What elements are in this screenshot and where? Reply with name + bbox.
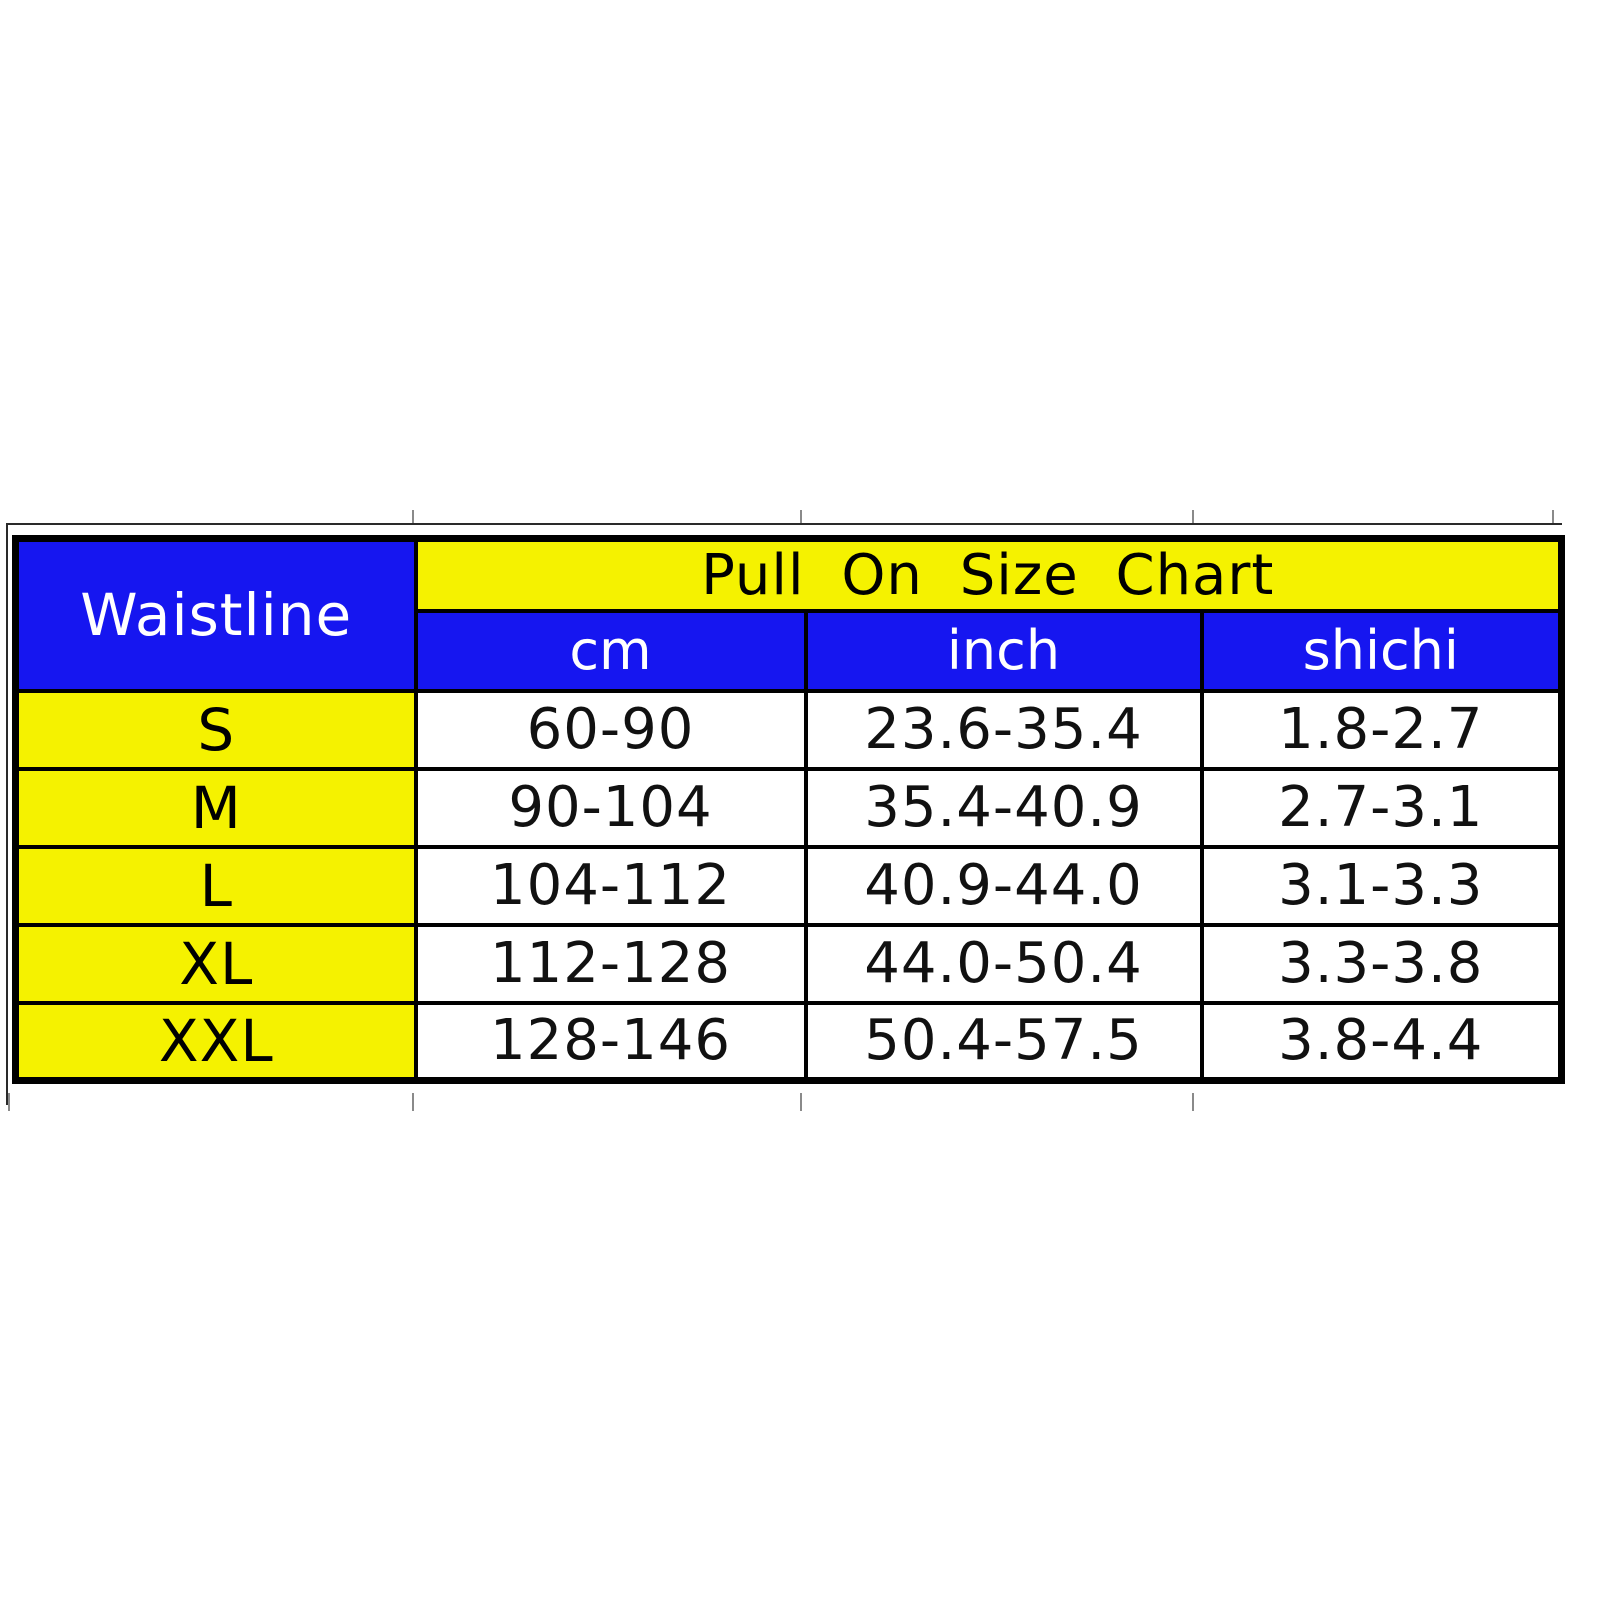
gridline-tick <box>1552 510 1554 523</box>
waistline-header: Waistline <box>13 536 418 693</box>
inch-value: 50.4-57.5 <box>803 1000 1204 1083</box>
gridline-tick <box>412 1093 414 1111</box>
gridline-tick <box>1192 1093 1194 1111</box>
column-header-shichi: shichi <box>1199 608 1564 693</box>
inch-value: 40.9-44.0 <box>803 844 1204 927</box>
gridline-tick <box>1192 510 1194 523</box>
cm-value: 112-128 <box>413 922 808 1005</box>
shichi-value: 3.3-3.8 <box>1199 922 1564 1005</box>
cm-value: 60-90 <box>413 688 808 771</box>
table-row: L 104-112 40.9-44.0 3.1-3.3 <box>13 844 1564 927</box>
cm-value: 90-104 <box>413 766 808 849</box>
table-row: XXL 128-146 50.4-57.5 3.8-4.4 <box>13 1000 1564 1083</box>
size-label: L <box>13 844 418 927</box>
shichi-value: 2.7-3.1 <box>1199 766 1564 849</box>
shichi-value: 1.8-2.7 <box>1199 688 1564 771</box>
gridline-tick <box>800 510 802 523</box>
column-header-inch: inch <box>803 608 1204 693</box>
table-row: S 60-90 23.6-35.4 1.8-2.7 <box>13 688 1564 771</box>
table-row: XL 112-128 44.0-50.4 3.3-3.8 <box>13 922 1564 1005</box>
inch-value: 44.0-50.4 <box>803 922 1204 1005</box>
table-row: M 90-104 35.4-40.9 2.7-3.1 <box>13 766 1564 849</box>
inch-value: 23.6-35.4 <box>803 688 1204 771</box>
chart-title: Pull On Size Chart <box>413 536 1564 613</box>
size-label: XXL <box>13 1000 418 1083</box>
size-label: M <box>13 766 418 849</box>
column-header-cm: cm <box>413 608 808 693</box>
cm-value: 128-146 <box>413 1000 808 1083</box>
cm-value: 104-112 <box>413 844 808 927</box>
grid-hairline-left <box>6 523 8 1105</box>
gridline-tick <box>8 1093 10 1111</box>
gridline-tick <box>800 1093 802 1111</box>
size-label: S <box>13 688 418 771</box>
size-chart-table: Waistline Pull On Size Chart cm inch shi… <box>12 535 1565 1084</box>
grid-hairline-top <box>6 523 1562 525</box>
shichi-value: 3.8-4.4 <box>1199 1000 1564 1083</box>
gridline-tick <box>412 510 414 523</box>
size-label: XL <box>13 922 418 1005</box>
shichi-value: 3.1-3.3 <box>1199 844 1564 927</box>
inch-value: 35.4-40.9 <box>803 766 1204 849</box>
